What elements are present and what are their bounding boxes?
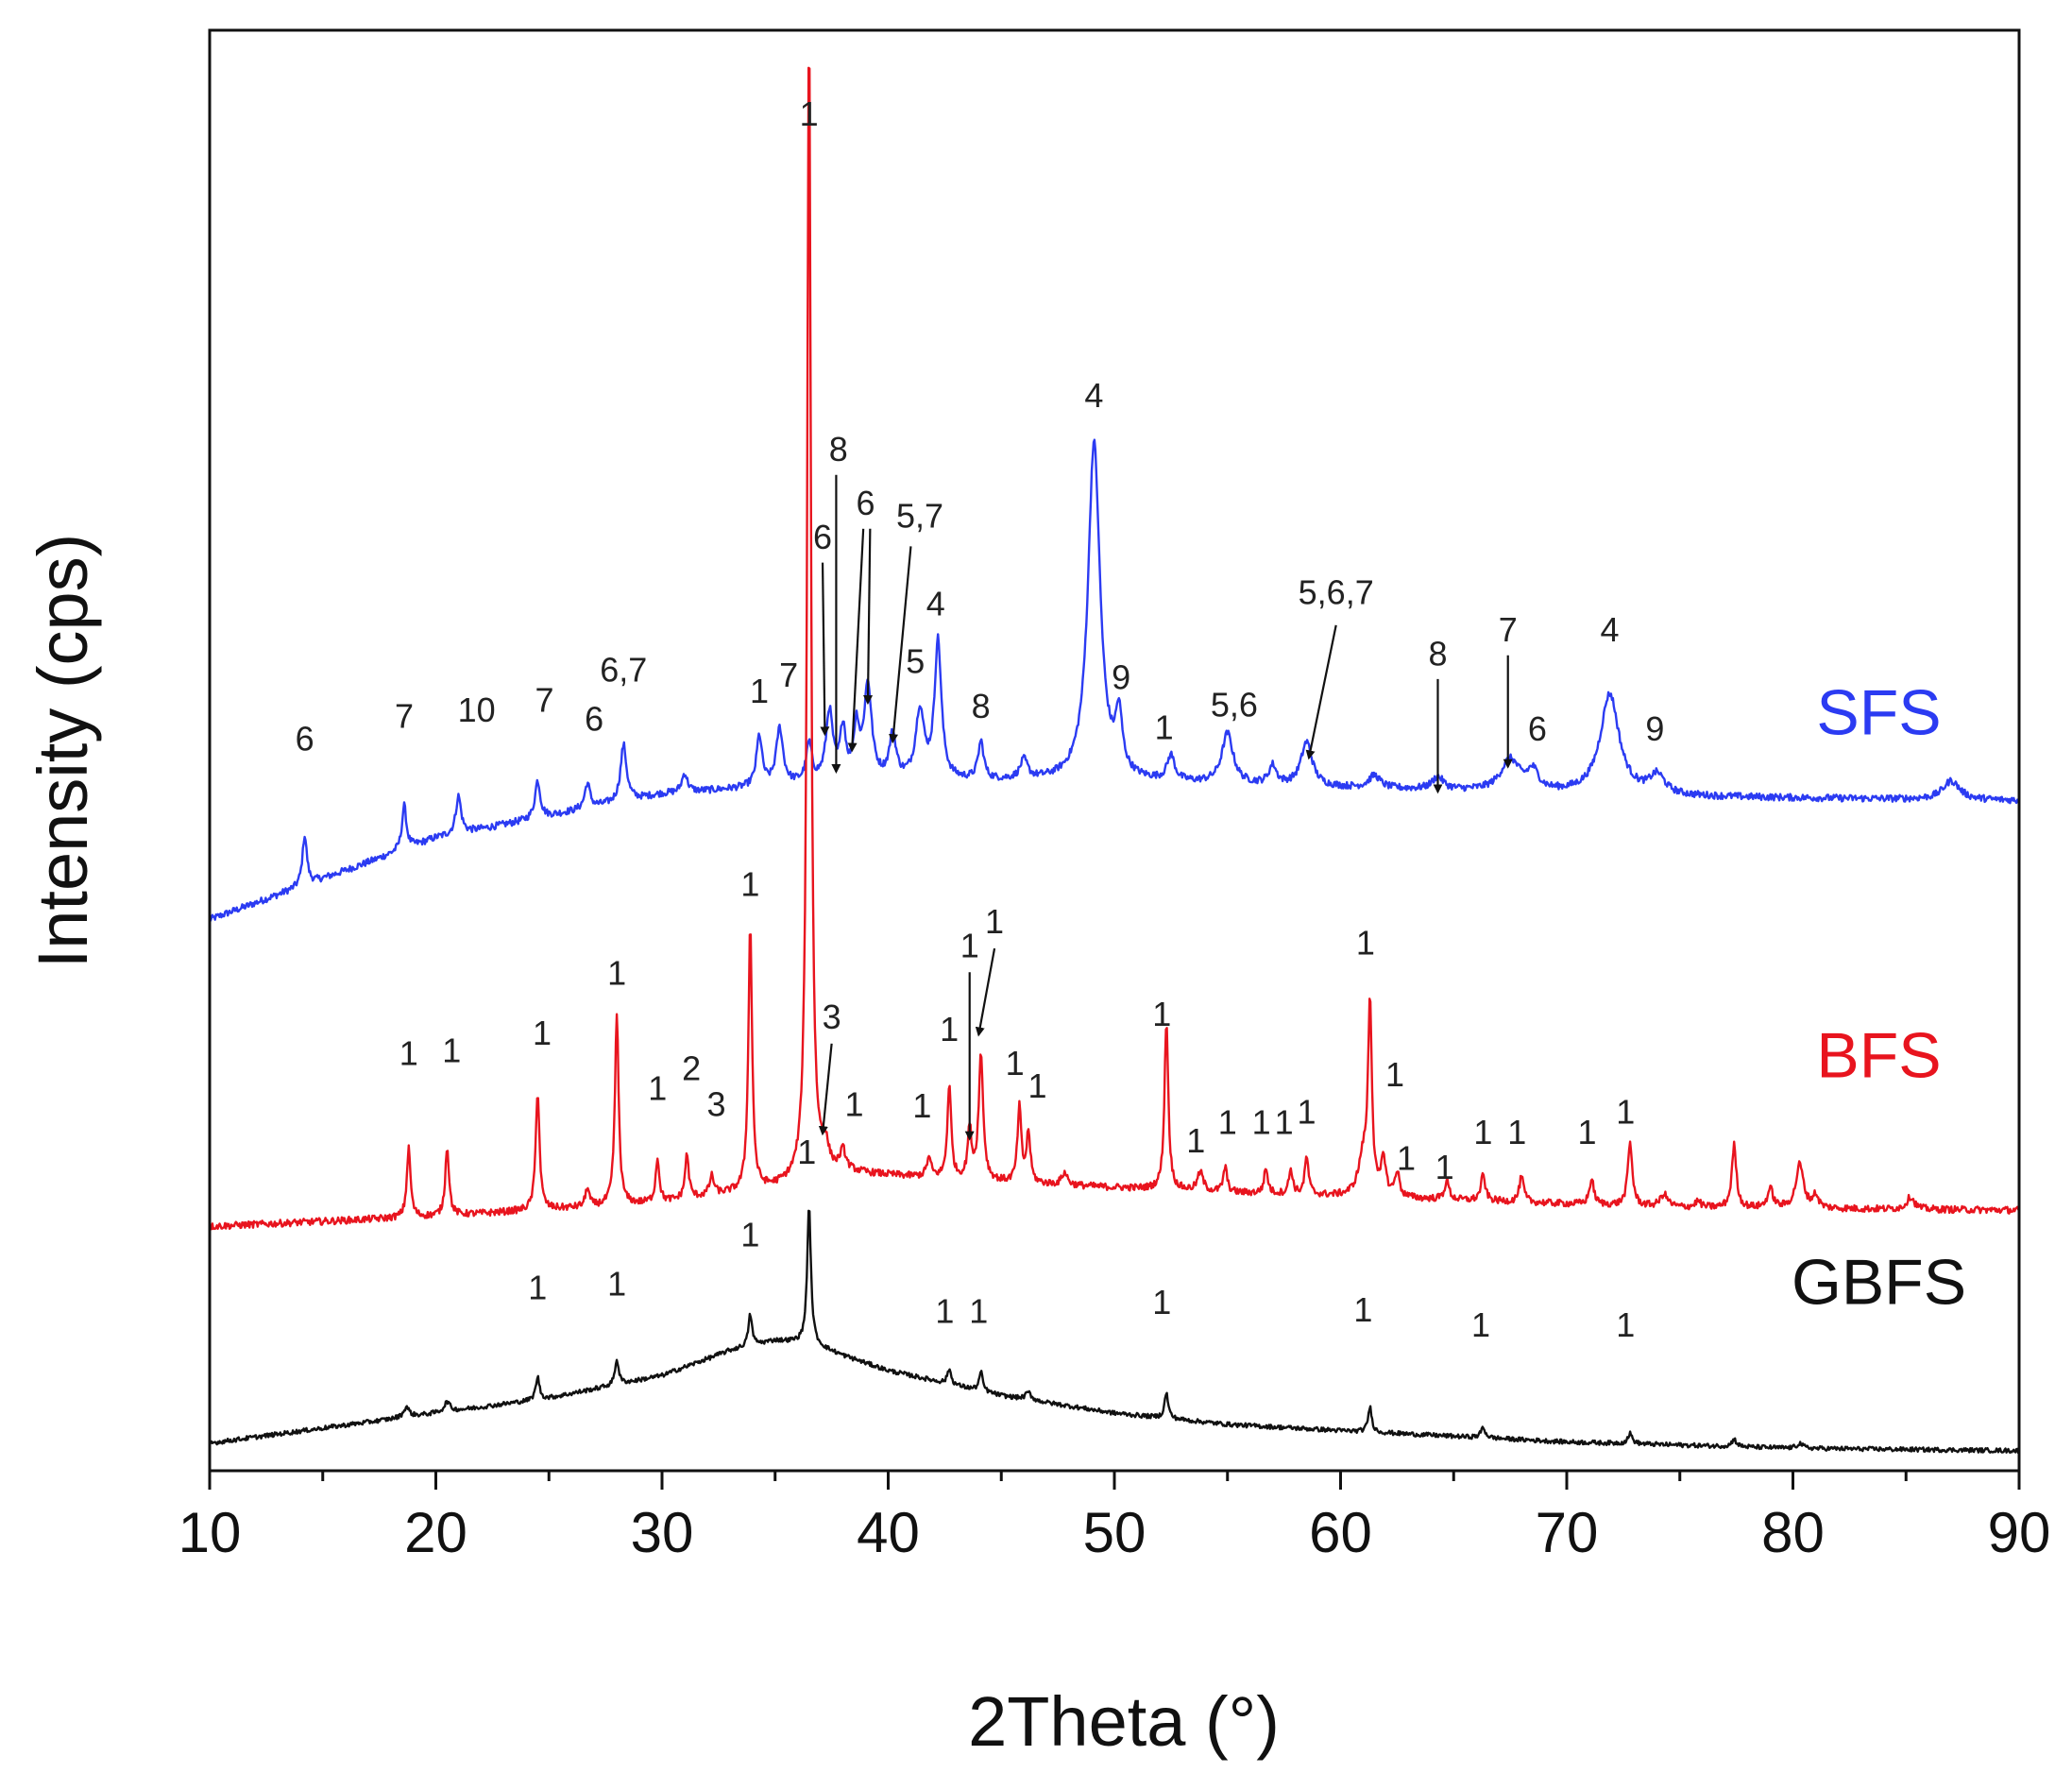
peak-label: 1 <box>1186 1121 1205 1160</box>
x-tick-label: 70 <box>1536 1501 1599 1564</box>
peak-label: 4 <box>1600 610 1619 649</box>
series-label-sfs: SFS <box>1816 676 1941 748</box>
x-tick-label: 40 <box>857 1501 920 1564</box>
x-tick-label: 60 <box>1309 1501 1372 1564</box>
peak-label: 8 <box>972 687 991 725</box>
peak-label: 1 <box>648 1068 667 1107</box>
peak-label: 6 <box>857 484 875 522</box>
peak-label: 1 <box>607 953 626 992</box>
peak-label: 6 <box>585 699 603 738</box>
peak-label: 1 <box>800 94 819 133</box>
peak-label: 1 <box>845 1085 864 1124</box>
peak-label: 1 <box>607 1264 626 1303</box>
peak-label: 1 <box>1028 1066 1047 1105</box>
peak-label: 1 <box>528 1268 547 1306</box>
peak-label: 1 <box>960 926 979 964</box>
peak-label: 6,7 <box>600 651 647 690</box>
peak-label: 1 <box>740 864 759 903</box>
peak-label: 1 <box>1152 995 1171 1033</box>
peak-label: 1 <box>442 1031 461 1070</box>
x-axis-title: 2Theta (°) <box>968 1682 1280 1761</box>
x-tick-label: 90 <box>1988 1501 2051 1564</box>
peak-label: 6 <box>1528 709 1547 748</box>
peak-label: 1 <box>1155 708 1174 747</box>
peak-label: 1 <box>1397 1139 1416 1178</box>
peak-label: 5 <box>906 641 925 680</box>
peak-label: 7 <box>535 680 553 719</box>
peak-label: 1 <box>750 672 769 710</box>
peak-label: 8 <box>829 430 848 469</box>
peak-label: 1 <box>912 1086 931 1125</box>
peak-arrow <box>889 546 912 744</box>
peak-label: 1 <box>1385 1055 1404 1094</box>
peak-label: 1 <box>1218 1102 1237 1141</box>
series-line-bfs <box>209 66 2021 1231</box>
x-tick-label: 80 <box>1761 1501 1825 1564</box>
peak-label: 1 <box>533 1014 552 1052</box>
peak-label: 1 <box>935 1292 954 1331</box>
series-label-gbfs: GBFS <box>1792 1247 1966 1319</box>
peak-label: 1 <box>1616 1305 1635 1344</box>
peak-arrow <box>820 562 830 737</box>
peak-label: 1 <box>1507 1113 1526 1151</box>
peak-arrow <box>818 1043 833 1136</box>
peak-label: 1 <box>1275 1102 1294 1141</box>
peak-label: 1 <box>1298 1093 1316 1132</box>
x-tick-label: 20 <box>404 1501 467 1564</box>
peak-label: 1 <box>1252 1102 1271 1141</box>
peak-label: 3 <box>823 997 841 1036</box>
peak-label: 1 <box>1152 1283 1171 1321</box>
peak-label: 5,6,7 <box>1299 572 1374 611</box>
series-line-sfs <box>208 438 2021 922</box>
peak-label: 1 <box>797 1133 816 1171</box>
peak-label: 7 <box>395 697 414 736</box>
peak-label: 1 <box>1616 1093 1635 1132</box>
peak-label: 1 <box>1578 1113 1597 1151</box>
peak-label: 1 <box>940 1010 959 1048</box>
peak-label: 8 <box>1428 634 1447 673</box>
peak-label: 1 <box>1435 1148 1454 1186</box>
peak-label: 1 <box>1356 924 1375 963</box>
peak-label: 1 <box>1353 1290 1372 1329</box>
peak-label: 10 <box>458 690 496 729</box>
peak-label: 6 <box>813 518 832 556</box>
peak-label: 1 <box>985 902 1004 941</box>
x-tick-label: 10 <box>178 1501 242 1564</box>
peak-arrow <box>847 528 865 753</box>
peak-label: 7 <box>1499 610 1518 649</box>
x-axis: 10 20 30 40 50 60 70 80 90 <box>178 1471 2051 1564</box>
peak-label: 1 <box>1006 1044 1025 1083</box>
peak-label: 1 <box>399 1033 418 1072</box>
peak-label: 5,7 <box>896 496 943 535</box>
peak-label: 9 <box>1645 709 1664 748</box>
peak-label: 4 <box>926 584 945 622</box>
peak-label: 2 <box>682 1048 701 1087</box>
x-tick-label: 50 <box>1083 1501 1146 1564</box>
y-axis-title: Intensity (cps) <box>24 534 102 969</box>
peak-label: 4 <box>1084 376 1103 415</box>
peak-label: 3 <box>706 1085 725 1124</box>
peak-label: 1 <box>969 1292 988 1331</box>
peak-label: 1 <box>1473 1113 1492 1151</box>
peak-arrow <box>1305 624 1337 760</box>
plot-frame <box>208 28 2021 1473</box>
peak-label: 7 <box>779 656 798 694</box>
x-tick-label: 30 <box>631 1501 694 1564</box>
series-line-gbfs <box>208 1209 2021 1455</box>
peak-label: 1 <box>1471 1305 1490 1344</box>
peak-arrow <box>863 528 874 706</box>
peak-label: 1 <box>740 1216 759 1254</box>
series-label-bfs: BFS <box>1816 1020 1941 1092</box>
series-layer <box>208 66 2021 1455</box>
peak-arrow <box>975 947 996 1037</box>
peak-label: 6 <box>296 720 314 759</box>
peak-label: 5,6 <box>1211 686 1258 725</box>
peak-label: 9 <box>1112 658 1130 697</box>
